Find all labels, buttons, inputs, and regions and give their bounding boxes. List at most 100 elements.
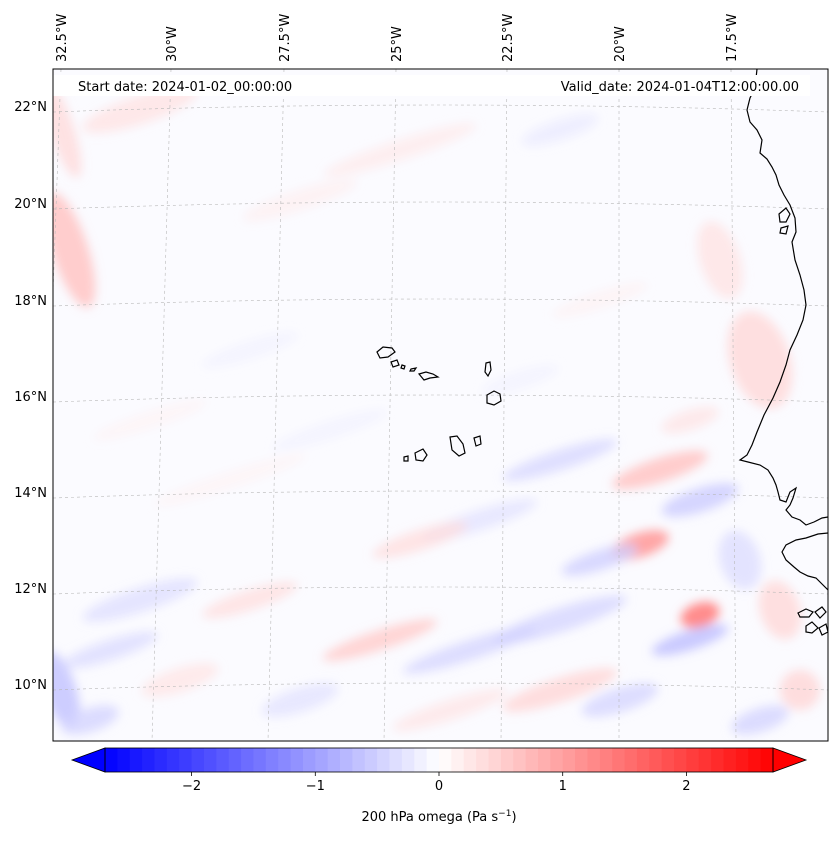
- latitude-labels: 22°N 20°N 18°N 16°N 14°N 12°N 10°N: [14, 100, 47, 693]
- meridian-line: [383, 69, 397, 741]
- longitude-label: 22.5°W: [501, 14, 516, 62]
- colorbar-level: [735, 748, 749, 772]
- colorbar-level: [439, 748, 452, 772]
- longitude-label: 30°W: [165, 26, 180, 62]
- island-maio: [473, 435, 482, 447]
- colorbar-tick-label: −2: [182, 779, 201, 794]
- omega-contour: [680, 602, 720, 628]
- colorbar-level: [228, 748, 242, 772]
- omega-contour: [581, 683, 659, 717]
- omega-contour: [322, 619, 438, 661]
- omega-contour: [661, 406, 719, 434]
- colorbar-level: [166, 748, 180, 772]
- colorbar-level: [302, 748, 316, 772]
- omega-contour: [62, 631, 158, 669]
- parallel-line: [53, 298, 828, 307]
- coast-islets-north: [778, 207, 791, 223]
- colorbar-level: [476, 748, 489, 772]
- omega-contour: [521, 114, 599, 146]
- omega-contour: [272, 409, 388, 451]
- colorbar-level: [203, 748, 217, 772]
- omega-contour: [731, 705, 789, 735]
- colorbar: −2 −1 0 1 2 200 hPa omega (Pa s−1): [70, 747, 808, 825]
- colorbar-level: [723, 748, 737, 772]
- omega-contour: [758, 580, 802, 640]
- map-panel: Start date: 2024-01-02_00:00:00 Valid_da…: [52, 68, 829, 742]
- bissagos-island-2: [814, 606, 827, 619]
- bissagos-island-1: [797, 608, 814, 618]
- colorbar-level: [315, 748, 329, 772]
- parallel-line: [53, 682, 828, 691]
- colorbar-level: [191, 748, 205, 772]
- omega-contour: [727, 311, 793, 409]
- colorbar-level: [327, 748, 341, 772]
- omega-contour: [697, 221, 743, 299]
- omega-contour: [61, 705, 119, 735]
- colorbar-level: [686, 748, 700, 772]
- colorbar-level: [389, 748, 403, 772]
- latitude-label: 14°N: [14, 486, 47, 501]
- omega-contour: [502, 439, 618, 481]
- colorbar-level: [537, 748, 551, 772]
- island-santa-luzia: [400, 364, 406, 370]
- graticule: [53, 69, 828, 741]
- colorbar-level: [278, 748, 292, 772]
- colorbar-ticks: −2 −1 0 1 2: [182, 772, 691, 794]
- colorbar-level: [154, 748, 168, 772]
- omega-contour: [403, 626, 537, 674]
- colorbar-levels: [105, 748, 774, 772]
- colorbar-title-close: ): [511, 810, 516, 825]
- omega-contour: [82, 87, 198, 133]
- omega-contour: [661, 483, 739, 517]
- colorbar-level: [513, 748, 527, 772]
- meridian-line: [730, 69, 737, 741]
- latitude-label: 20°N: [14, 197, 47, 212]
- colorbar-level: [364, 748, 378, 772]
- parallel-line: [53, 490, 828, 499]
- omega-contour: [53, 192, 96, 308]
- meridian-line: [267, 69, 285, 741]
- colorbar-level: [636, 748, 650, 772]
- colorbar-level: [649, 748, 663, 772]
- colorbar-level: [500, 748, 514, 772]
- colorbar-level: [117, 748, 131, 772]
- bissagos-island-4: [818, 623, 828, 636]
- coastlines: [376, 69, 828, 636]
- latitude-label: 18°N: [14, 294, 47, 309]
- parallel-line: [53, 394, 828, 403]
- start-date-label: Start date: 2024-01-02_00:00:00: [78, 80, 292, 95]
- colorbar-tick-label: 0: [435, 779, 443, 794]
- colorbar-level: [760, 748, 774, 772]
- colorbar-level: [290, 748, 304, 772]
- colorbar-title-exponent: −1: [498, 809, 511, 819]
- colorbar-tick-label: 2: [682, 779, 690, 794]
- meridian-line: [151, 69, 172, 741]
- island-sao-nicolau-2: [417, 371, 440, 381]
- colorbar-level: [550, 748, 564, 772]
- colorbar-level: [612, 748, 626, 772]
- longitude-label: 25°W: [390, 26, 405, 62]
- longitude-label: 20°W: [613, 26, 628, 62]
- africa-coastline: [738, 69, 828, 526]
- colorbar-level: [711, 748, 725, 772]
- omega-contour: [202, 581, 298, 619]
- colorbar-level: [587, 748, 601, 772]
- omega-contour: [502, 668, 618, 712]
- island-sao-vicente: [390, 359, 400, 368]
- omega-contour: [561, 544, 639, 576]
- colorbar-level: [488, 748, 502, 772]
- colorbar-level: [352, 748, 366, 772]
- omega-contour: [718, 530, 762, 590]
- island-brava: [403, 455, 409, 462]
- omega-contour: [82, 578, 198, 622]
- omega-contour: [53, 82, 82, 178]
- colorbar-level: [599, 748, 613, 772]
- omega-contour: [372, 521, 468, 559]
- island-santiago: [449, 435, 466, 457]
- colorbar-level: [401, 748, 415, 772]
- colorbar-tick-label: 1: [559, 779, 567, 794]
- omega-contour: [323, 123, 477, 177]
- island-boa-vista: [486, 390, 502, 406]
- colorbar-level: [525, 748, 539, 772]
